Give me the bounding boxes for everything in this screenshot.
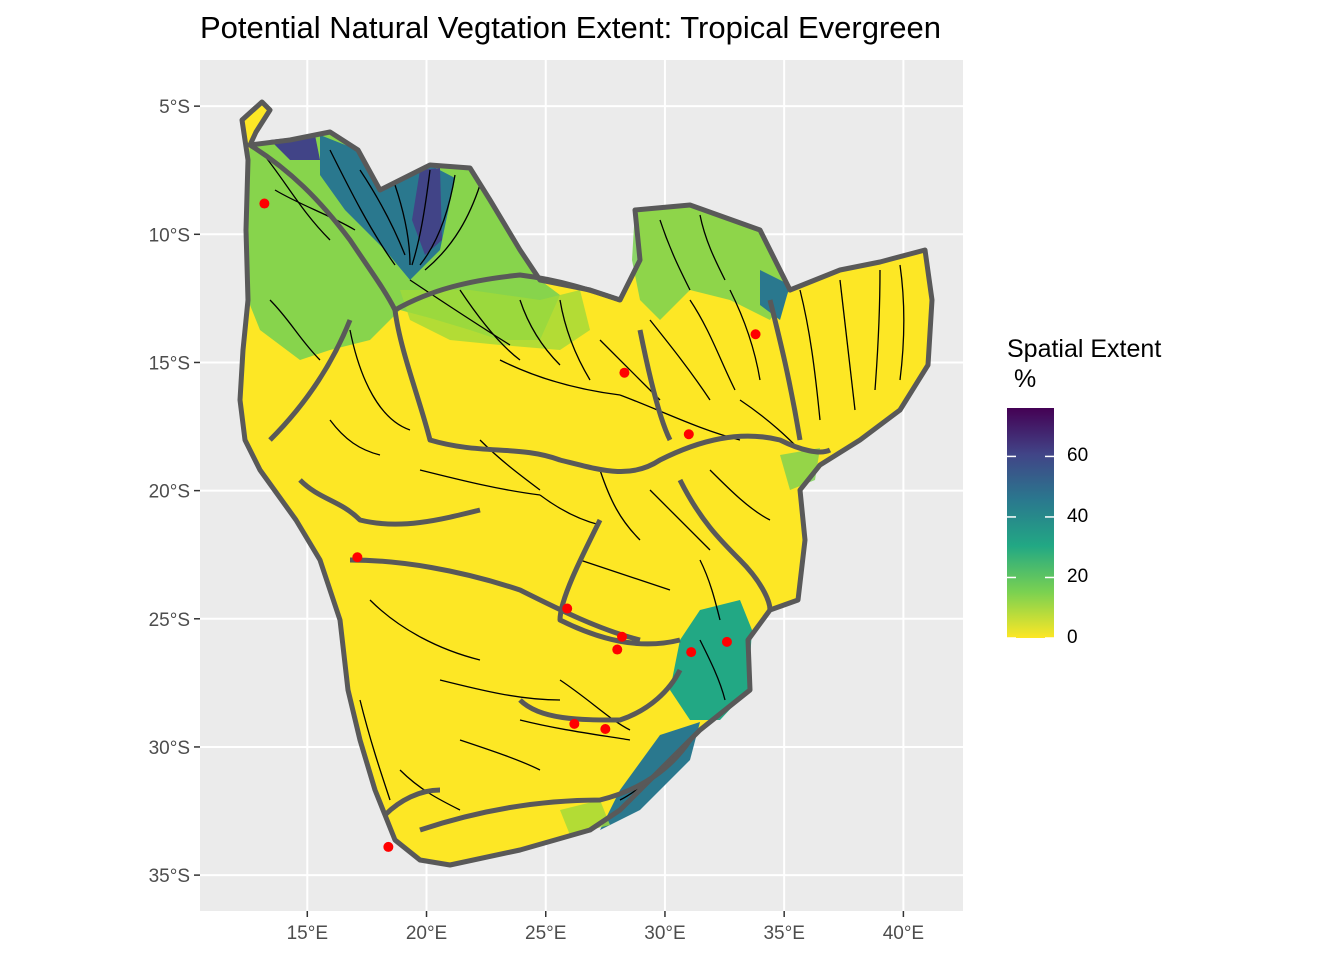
x-tick-label: 35°E bbox=[763, 923, 804, 944]
station-point bbox=[612, 644, 623, 655]
station-point bbox=[383, 841, 394, 852]
legend-label: 0 bbox=[1067, 627, 1078, 648]
station-point bbox=[750, 329, 761, 340]
chart-title: Potential Natural Vegtation Extent: Trop… bbox=[200, 10, 941, 45]
station-point bbox=[600, 724, 611, 735]
station-point bbox=[259, 198, 270, 209]
station-point bbox=[619, 367, 630, 378]
x-tick-label: 40°E bbox=[883, 923, 924, 944]
axis-ticks: 15°E 20°E 25°E 30°E 35°E 40°E 5°S 10°S 15°S 20°S 2… bbox=[149, 97, 925, 944]
y-tick-label: 30°S bbox=[149, 738, 190, 759]
station-point bbox=[617, 631, 628, 642]
station-point bbox=[352, 552, 363, 563]
station-point bbox=[683, 429, 694, 440]
zone-high-southeast bbox=[670, 600, 752, 720]
y-tick-label: 35°S bbox=[149, 866, 190, 887]
zone-high-northeast bbox=[632, 205, 790, 320]
river-network bbox=[259, 149, 905, 811]
x-tick-label: 30°E bbox=[644, 923, 685, 944]
station-points bbox=[259, 198, 761, 852]
x-tick-label: 20°E bbox=[406, 923, 447, 944]
legend-label: 20 bbox=[1067, 566, 1089, 588]
legend-title: Spatial Extent % bbox=[1007, 335, 1162, 393]
legend-ticks bbox=[1007, 455, 1054, 639]
station-point bbox=[562, 603, 573, 614]
x-tick-label: 25°E bbox=[525, 923, 566, 944]
y-tick-label: 20°S bbox=[149, 482, 190, 503]
y-tick-label: 10°S bbox=[149, 225, 190, 246]
map-layer bbox=[237, 99, 935, 868]
legend-label: 60 bbox=[1067, 445, 1089, 467]
station-point bbox=[686, 647, 697, 658]
legend-colorbar bbox=[1007, 408, 1054, 638]
y-tick-label: 5°S bbox=[159, 97, 190, 118]
x-tick-label: 15°E bbox=[287, 923, 328, 944]
y-tick-label: 15°S bbox=[149, 353, 190, 374]
legend-label: 40 bbox=[1067, 505, 1089, 527]
y-tick-label: 25°S bbox=[149, 610, 190, 631]
station-point bbox=[569, 718, 580, 729]
station-point bbox=[721, 636, 732, 647]
zone-highest-malawi bbox=[760, 270, 790, 320]
basin-borders bbox=[237, 99, 935, 868]
